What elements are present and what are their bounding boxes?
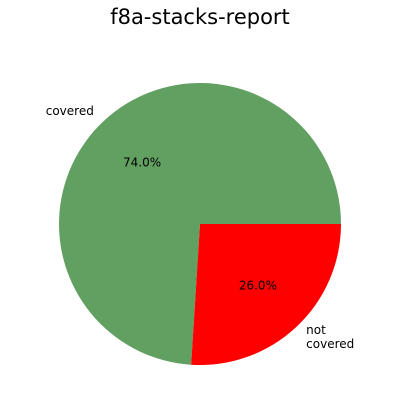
percent-label-covered: 74.0% [123, 155, 161, 169]
slice-label-line: covered [306, 337, 354, 351]
chart-title: f8a-stacks-report [110, 5, 290, 29]
slice-label-not-covered: not covered [306, 323, 354, 351]
slice-label-line: not [306, 323, 326, 337]
pie-slice-not-covered [191, 224, 341, 366]
percent-label-not-covered: 26.0% [239, 279, 277, 293]
slice-label-covered: covered [46, 104, 94, 118]
pie-slice-covered [58, 82, 341, 365]
pie-slices [58, 82, 341, 366]
